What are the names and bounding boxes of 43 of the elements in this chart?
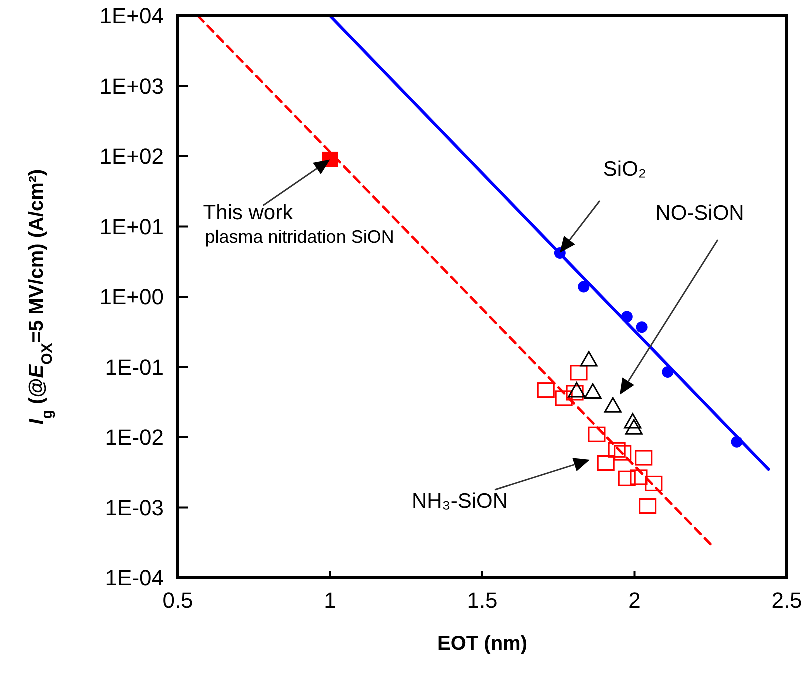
point: [588, 426, 606, 442]
annotation: This work plasma nitridation SiON: [203, 202, 394, 248]
point: [645, 476, 663, 492]
point: [537, 382, 555, 398]
point: [604, 397, 622, 413]
point: [597, 456, 615, 471]
point: [580, 351, 598, 367]
point: [636, 322, 648, 334]
y-tick-label: 1E+03: [100, 74, 164, 99]
y-tick-label: 1E+02: [100, 144, 164, 170]
point: [624, 413, 642, 429]
x-axis-title: EOT (nm): [438, 633, 528, 655]
point: [630, 470, 648, 486]
point: [566, 385, 584, 401]
point: [625, 419, 643, 435]
annotation: SiO₂: [603, 158, 647, 181]
y-tick-label: 1E+04: [100, 4, 164, 29]
y-tick-label: 1E-01: [105, 354, 164, 380]
point: [731, 436, 743, 448]
point: [635, 450, 653, 466]
y-tick-label: 1E-03: [105, 495, 164, 520]
point: [584, 384, 602, 400]
point: [608, 442, 626, 458]
point: [662, 366, 674, 378]
x-tick-label: 0.5: [162, 588, 194, 613]
y-tick-label: 1E-04: [105, 566, 164, 591]
point: [570, 365, 588, 381]
point: [568, 382, 586, 398]
y-tick-label: 1E+00: [100, 284, 164, 310]
point: [578, 281, 590, 293]
annotation: NH₃-SiON: [412, 490, 508, 513]
annotation: NO-SiON: [656, 202, 744, 225]
x-tick-label: 1.5: [467, 588, 498, 613]
x-tick-label: 1: [324, 588, 336, 613]
x-tick-label: 2: [628, 588, 641, 613]
point: [614, 445, 632, 461]
y-tick-label: 1E-02: [105, 425, 164, 450]
y-tick-label: 1E+01: [100, 214, 164, 240]
x-tick-label: 2.5: [772, 588, 802, 613]
point: [618, 470, 636, 486]
point: [555, 390, 573, 406]
point: [621, 311, 633, 323]
point: [639, 498, 657, 514]
